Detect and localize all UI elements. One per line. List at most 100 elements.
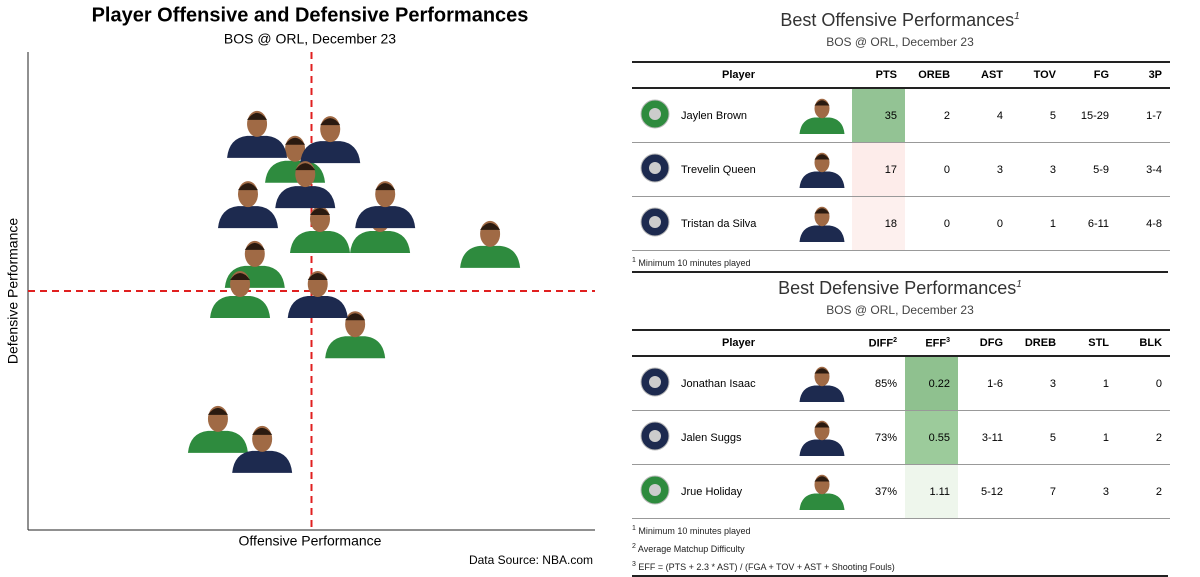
table: Player PTS OREB AST TOV FG 3P Jaylen Brown 35 2 4 5… [632,61,1171,251]
column-header-text: Player [722,69,756,81]
jersey [799,225,845,242]
column-header-text: Player [722,337,756,349]
team-logo [640,99,669,129]
jersey [265,160,326,183]
headshot-cell [792,410,853,465]
column-header: BLK [1117,329,1171,357]
table-end-rule [632,271,1168,273]
footnote-marker: 3 [946,336,951,344]
column-header-text: 3P [1148,69,1163,81]
player-point [275,161,336,209]
jersey [290,231,351,254]
logo-ball [648,162,661,174]
jersey [187,430,248,453]
stat-cell: 3-4 [1117,142,1171,197]
player-point [325,311,386,359]
player-name: Jonathan Isaac [677,356,792,411]
stat-cell: 5 [1011,410,1065,465]
headshot-figure [799,98,845,134]
headshot-figure [799,152,845,188]
column-header: EFF3 [905,329,959,357]
player-point [227,110,288,158]
source: Data Source: NBA.com [469,553,593,567]
footnote-marker: 2 [632,543,636,550]
header-row: Player PTS OREB AST TOV FG 3P [632,61,1171,89]
footnotes: 1 Minimum 10 minutes played 2 Average Mat… [632,519,1168,575]
headshot [799,98,845,134]
hair [345,313,366,321]
column-header: FG [1064,61,1118,89]
table-title: Best Defensive Performances1 [632,278,1168,299]
jersey [227,135,288,158]
jersey [799,171,845,188]
table: Player DIFF2 EFF3 DFG DREB STL BLK Jonathan Isa… [632,329,1171,519]
stat-cell: 17 [852,142,906,197]
player-name: Jaylen Brown [677,88,792,143]
headshot [799,152,845,188]
chart-subtitle: BOS @ ORL, December 23 [224,31,396,47]
jersey [355,206,416,229]
column-header-text: OREB [918,69,951,81]
stat-cell: 2 [1117,464,1171,519]
column-header-text: AST [981,69,1004,81]
player-point [355,181,416,229]
logo-cell [632,88,677,143]
column-header: TOV [1011,61,1065,89]
jersey [210,296,271,319]
hair [814,476,830,482]
column-header: STL [1064,329,1118,357]
hair [814,208,830,214]
stat-cell: 3-11 [958,410,1012,465]
stat-cell: 1-6 [958,356,1012,411]
table-row: Trevelin Queen 17 0 3 3 5-9 3-4 [632,142,1171,197]
stat-cell: 1 [1011,196,1065,251]
jersey [799,385,845,402]
player-point [187,405,248,453]
stat-cell: 0.55 [905,410,959,465]
footnote-marker: 1 [1016,279,1022,290]
stat-cell: 1.11 [905,464,959,519]
hair [480,222,501,230]
table-row: Jrue Holiday 37% 1.11 5-12 7 3 2 [632,464,1171,519]
chart: Player Offensive and Defensive Performan… [5,4,595,567]
hair [814,422,830,428]
player-point [232,425,293,473]
stat-cell: 0 [905,196,959,251]
column-header: Player [632,61,853,89]
logo-cell [632,142,677,197]
headshot-figure [799,420,845,456]
jersey [350,231,411,254]
player-point [460,220,521,268]
hair [814,154,830,160]
column-header-text: PTS [875,69,898,81]
team-logo [640,153,669,183]
footnote-marker: 3 [632,561,636,568]
y-axis-label: Defensive Performance [5,218,21,365]
stat-cell: 3 [1011,142,1065,197]
hair [237,183,258,191]
headshot [799,474,845,510]
stat-cell: 0 [905,142,959,197]
table-subtitle: BOS @ ORL, December 23 [826,303,974,317]
column-header: 3P [1117,61,1171,89]
jersey [799,493,845,510]
player-name: Tristan da Silva [677,196,792,251]
jersey [275,186,336,209]
headshot-cell [792,464,853,519]
jersey [287,296,348,319]
stat-cell: 6-11 [1064,196,1118,251]
table-row: Jaylen Brown 35 2 4 5 15-29 1-7 [632,88,1171,143]
team-logo [640,207,669,237]
player-point [290,206,351,254]
stat-cell: 5-9 [1064,142,1118,197]
jersey [799,117,845,134]
logo-cell [632,196,677,251]
logo-cell [632,356,677,411]
stat-cell: 0 [958,196,1012,251]
stat-cell: 3 [958,142,1012,197]
headshot-figure [799,474,845,510]
column-header-text: FG [1093,69,1110,81]
footnote-marker: 1 [632,257,636,264]
team-logo [640,421,669,451]
column-header-text: DIFF [868,337,894,350]
